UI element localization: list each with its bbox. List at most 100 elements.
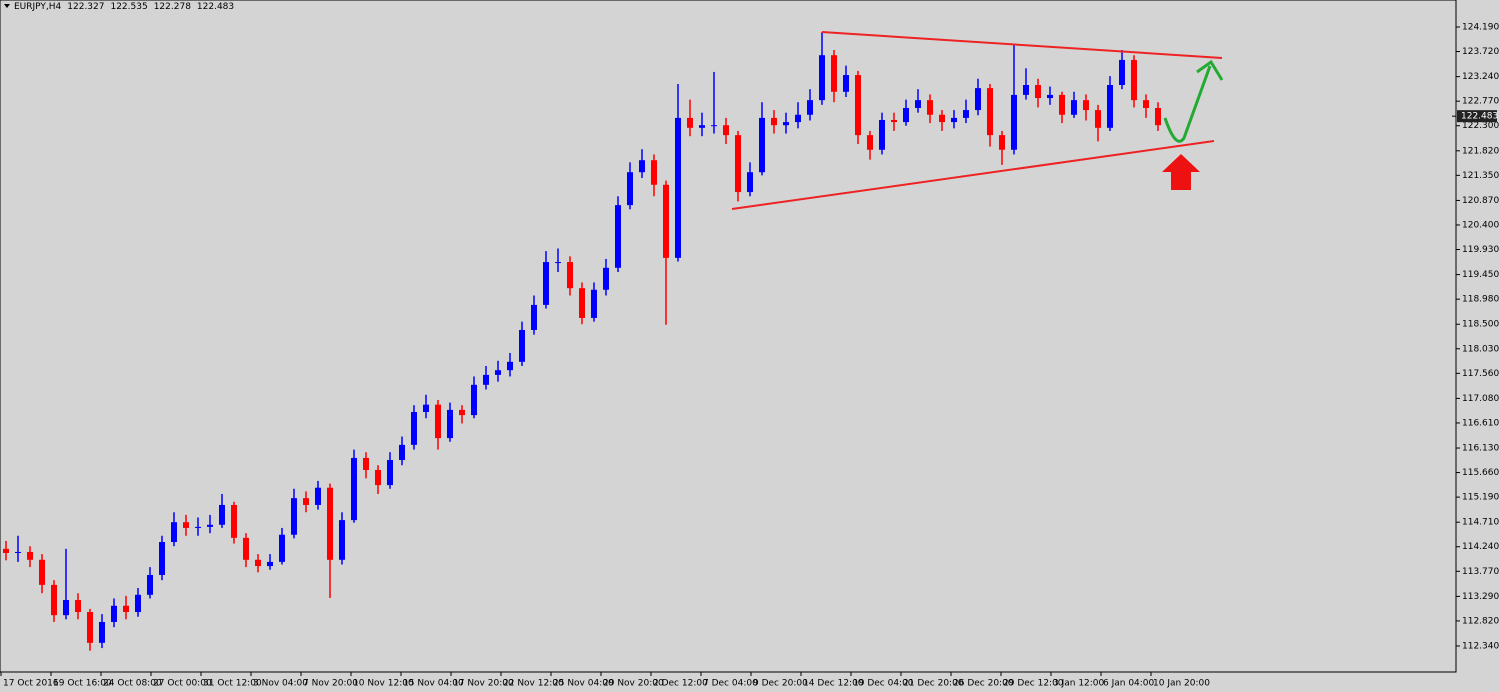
symbol: EURJPY,H4: [14, 2, 62, 12]
candle-body: [87, 612, 93, 643]
candle-body: [75, 600, 81, 613]
x-tick-label: 22 Nov 12:00: [503, 679, 564, 689]
candle-body: [147, 574, 153, 595]
x-tick-label: 6 Jan 04:00: [1103, 679, 1155, 689]
candle-body: [351, 457, 357, 521]
candle-body: [699, 125, 705, 128]
y-tick-label: 113.770: [1462, 567, 1499, 577]
candle-body: [807, 100, 813, 115]
candle-body: [987, 88, 993, 136]
candle-body: [627, 172, 633, 206]
candle-body: [135, 594, 141, 613]
candle-body: [519, 329, 525, 362]
y-tick-label: 120.870: [1462, 196, 1499, 206]
y-tick-label: 121.350: [1462, 171, 1499, 181]
y-tick-label: 114.710: [1462, 518, 1499, 528]
x-tick-label: 21 Dec 20:00: [903, 679, 964, 689]
candle-body: [363, 457, 369, 470]
candle-body: [159, 542, 165, 575]
y-tick-label: 122.300: [1462, 121, 1499, 131]
candle-body: [855, 75, 861, 136]
candle-body: [1035, 84, 1041, 99]
candle-body: [495, 370, 501, 375]
candle-body: [183, 522, 189, 528]
y-tick-label: 117.080: [1462, 394, 1499, 404]
candle-body: [387, 460, 393, 486]
y-tick-label: 119.930: [1462, 245, 1499, 255]
x-tick-label: 29 Dec 12:00: [1003, 679, 1064, 689]
y-tick-label: 120.400: [1462, 220, 1499, 230]
candle-body: [51, 584, 57, 616]
candle-body: [651, 160, 657, 185]
menu-triangle: [4, 4, 10, 8]
candle-body: [279, 534, 285, 562]
candle-body: [327, 487, 333, 560]
candle-body: [1107, 84, 1113, 128]
candle-body: [1047, 94, 1053, 99]
candle-body: [687, 117, 693, 128]
candle-body: [447, 409, 453, 439]
candle-body: [663, 184, 669, 258]
candle-body: [507, 361, 513, 371]
candle-body: [999, 135, 1005, 150]
candle-body: [219, 504, 225, 525]
candle-body: [1095, 110, 1101, 128]
candle-body: [267, 561, 273, 567]
candle-body: [891, 119, 897, 123]
candle-body: [27, 551, 33, 560]
candle-body: [903, 107, 909, 123]
y-tick-label: 114.240: [1462, 542, 1499, 552]
candle-body: [543, 262, 549, 305]
x-tick-label: 27 Oct 00:00: [153, 679, 212, 689]
candle-body: [423, 404, 429, 412]
candle-body: [3, 548, 9, 554]
y-tick-label: 115.190: [1462, 493, 1499, 503]
candle-body: [243, 537, 249, 560]
candles: [3, 32, 1161, 651]
candle-body: [531, 304, 537, 330]
candle-body: [939, 114, 945, 123]
candle-body: [435, 404, 441, 439]
resistance-line: [821, 31, 1223, 59]
candle-body: [255, 559, 261, 567]
candle-body: [339, 520, 345, 560]
candle-body: [603, 267, 609, 290]
annotations: [731, 31, 1224, 210]
x-tick-label: 3 Jan 12:00: [1053, 679, 1105, 689]
candle-body: [843, 75, 849, 92]
candle-body: [231, 504, 237, 538]
candle-body: [15, 551, 21, 554]
candle-body: [1143, 100, 1149, 108]
candle-body: [459, 409, 465, 416]
candle-body: [171, 522, 177, 543]
y-tick-label: 113.290: [1462, 592, 1499, 602]
candle-body: [411, 411, 417, 445]
candle-body: [1011, 94, 1017, 150]
candle-body: [615, 205, 621, 268]
candle-body: [735, 135, 741, 193]
y-tick-label: 118.500: [1462, 320, 1499, 330]
candle-body: [927, 100, 933, 115]
candle-body: [951, 117, 957, 123]
candle-body: [483, 374, 489, 385]
candle-body: [1023, 84, 1029, 95]
candle-body: [963, 110, 969, 118]
y-tick-label: 123.240: [1462, 72, 1499, 82]
x-tick-label: 7 Nov 20:00: [303, 679, 358, 689]
candle-body: [1083, 100, 1089, 111]
candle-body: [747, 172, 753, 193]
y-tick-label: 112.820: [1462, 616, 1499, 626]
y-tick-label: 118.980: [1462, 295, 1499, 305]
candle-body: [915, 100, 921, 108]
candle-body: [303, 498, 309, 505]
up-arrow: [1162, 154, 1200, 190]
candle-body: [291, 498, 297, 535]
candle-body: [399, 444, 405, 461]
candle-body: [555, 262, 561, 264]
forecast-arrow: [1163, 65, 1212, 143]
x-tick-label: 29 Nov 20:00: [603, 679, 664, 689]
header-value: 122.278: [154, 2, 191, 12]
support-line: [731, 140, 1215, 210]
plot-area: [0, 0, 1457, 673]
